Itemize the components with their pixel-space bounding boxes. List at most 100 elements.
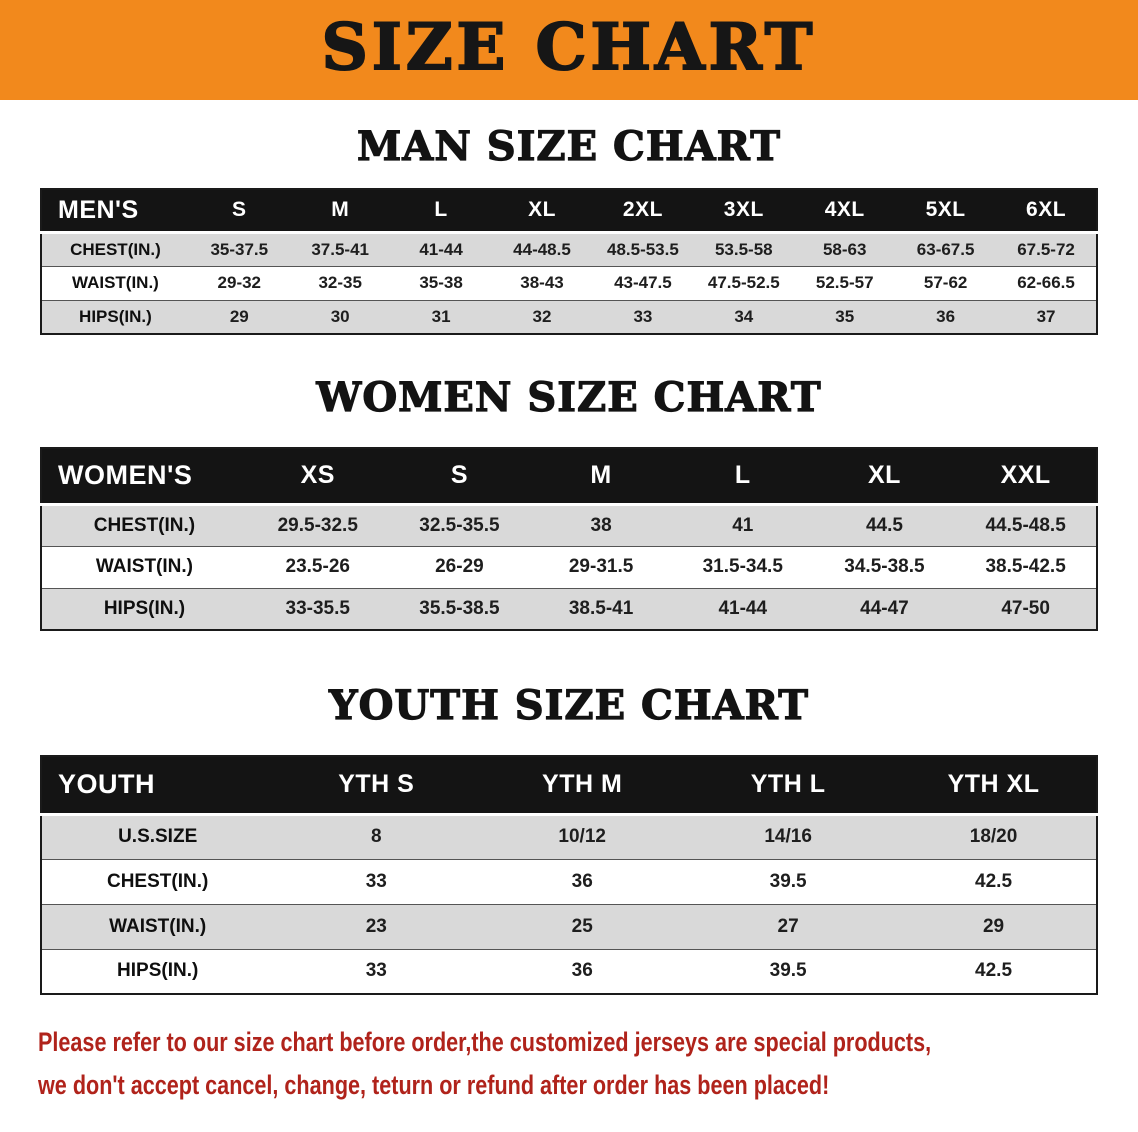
row-label: CHEST(IN.) xyxy=(93,514,196,536)
size-value-cell: 33 xyxy=(633,306,653,326)
size-value-cell: 8 xyxy=(370,826,382,847)
size-value-cell: 29 xyxy=(229,306,249,326)
women-section-heading: WOMEN SIZE CHART xyxy=(316,374,822,421)
table-corner-label: YOUTH xyxy=(41,756,274,814)
men-size-table: MEN'S S M L XL 2XL 3XL 4XL 5XL 6XL CHEST(IN.) 35-37… xyxy=(40,188,1098,335)
size-value-cell: 23.5-26 xyxy=(285,556,350,577)
order-notice: Please refer to our size chart before or… xyxy=(0,1021,1138,1107)
size-value-cell: 32 xyxy=(532,306,552,326)
table-header-row: WOMEN'S XS S M L XL XXL xyxy=(41,448,1097,504)
row-label: HIPS(IN.) xyxy=(117,960,199,982)
size-value-cell: 36 xyxy=(571,960,593,982)
table-row: WAIST(IN.) 23 25 27 29 xyxy=(41,904,1097,949)
size-value-cell: 38-43 xyxy=(520,273,564,292)
size-value-cell: 33 xyxy=(365,870,387,892)
youth-section-heading: YOUTH SIZE CHART xyxy=(328,682,809,729)
title-banner: SIZE CHART xyxy=(0,0,1138,100)
men-section-heading: MAN SIZE CHART xyxy=(356,123,781,170)
size-value-cell: 29-32 xyxy=(217,273,262,292)
size-value-cell: 41 xyxy=(732,514,754,536)
size-value-cell: 35-37.5 xyxy=(210,239,269,259)
row-label: U.S.SIZE xyxy=(118,826,198,847)
notice-line-1: Please refer to our size chart before or… xyxy=(38,1027,932,1057)
table-header-row: MEN'S S M L XL 2XL 3XL 4XL 5XL 6XL xyxy=(41,189,1097,232)
size-value-cell: 53.5-58 xyxy=(714,239,773,259)
size-value-cell: 33-35.5 xyxy=(285,597,350,619)
size-value-cell: 26-29 xyxy=(435,556,484,577)
size-column-header: YTH XL xyxy=(891,756,1097,814)
size-value-cell: 29.5-32.5 xyxy=(277,514,358,536)
size-value-cell: 44.5-48.5 xyxy=(985,514,1066,536)
size-value-cell: 18/20 xyxy=(969,826,1018,847)
size-value-cell: 31.5-34.5 xyxy=(702,556,783,577)
size-value-cell: 29 xyxy=(982,915,1005,937)
size-value-cell: 37.5-41 xyxy=(311,239,370,259)
size-value-cell: 58-63 xyxy=(822,239,867,259)
size-column-header: XL xyxy=(813,448,956,504)
size-value-cell: 31 xyxy=(431,306,451,326)
table-row: HIPS(IN.) 33 36 39.5 42.5 xyxy=(41,949,1097,994)
size-value-cell: 42.5 xyxy=(975,960,1013,982)
size-column-header: M xyxy=(530,448,672,504)
table-row: HIPS(IN.) 29 30 31 32 33 34 35 36 37 xyxy=(41,300,1097,334)
size-value-cell: 38 xyxy=(590,514,612,536)
youth-size-table: YOUTH YTH S YTH M YTH L YTH XL U.S.SIZE 8 10/12… xyxy=(40,755,1098,995)
notice-line-2: we don't accept cancel, change, teturn o… xyxy=(38,1070,830,1101)
size-column-header: YTH M xyxy=(479,756,686,814)
size-value-cell: 34 xyxy=(734,306,754,326)
size-value-cell: 27 xyxy=(777,915,799,937)
size-column-header: XL xyxy=(491,189,593,232)
row-label: HIPS(IN.) xyxy=(79,306,152,326)
size-value-cell: 35.5-38.5 xyxy=(419,597,500,619)
size-value-cell: 39.5 xyxy=(769,960,807,982)
size-value-cell: 48.5-53.5 xyxy=(606,239,679,259)
size-column-header: 2XL xyxy=(592,189,694,232)
size-column-header: S xyxy=(188,189,290,232)
size-value-cell: 43-47.5 xyxy=(614,273,672,292)
table-row: U.S.SIZE 8 10/12 14/16 18/20 xyxy=(41,814,1097,859)
size-value-cell: 39.5 xyxy=(769,870,807,892)
size-column-header: L xyxy=(671,448,814,504)
size-value-cell: 41-44 xyxy=(718,597,768,619)
size-value-cell: 34.5-38.5 xyxy=(844,556,925,577)
size-value-cell: 29-31.5 xyxy=(568,556,634,577)
size-value-cell: 42.5 xyxy=(975,870,1013,892)
size-value-cell: 35 xyxy=(835,306,855,326)
size-value-cell: 38.5-41 xyxy=(568,597,634,619)
size-value-cell: 47.5-52.5 xyxy=(707,273,780,292)
size-value-cell: 38.5-42.5 xyxy=(985,556,1066,577)
size-value-cell: 57-62 xyxy=(923,273,968,292)
size-value-cell: 44.5 xyxy=(865,514,903,536)
size-value-cell: 32.5-35.5 xyxy=(419,514,500,536)
size-value-cell: 33 xyxy=(365,960,387,982)
size-column-header: 6XL xyxy=(996,189,1097,232)
size-value-cell: 37 xyxy=(1036,306,1056,326)
size-value-cell: 62-66.5 xyxy=(1017,273,1075,292)
size-value-cell: 23 xyxy=(365,915,387,937)
size-column-header: M xyxy=(289,189,391,232)
size-column-header: YTH L xyxy=(685,756,892,814)
size-value-cell: 47-50 xyxy=(1001,597,1050,619)
table-row: CHEST(IN.) 35-37.5 37.5-41 41-44 44-48.5 48.5… xyxy=(41,232,1097,266)
size-value-cell: 10/12 xyxy=(558,826,606,847)
table-header-row: YOUTH YTH S YTH M YTH L YTH XL xyxy=(41,756,1097,814)
size-column-header: 5XL xyxy=(895,189,997,232)
size-value-cell: 14/16 xyxy=(764,826,812,847)
size-value-cell: 25 xyxy=(571,915,593,937)
table-corner-label: MEN'S xyxy=(41,189,189,232)
size-column-header: 3XL xyxy=(693,189,795,232)
size-value-cell: 63-67.5 xyxy=(916,239,975,259)
women-size-section: WOMEN SIZE CHART WOMEN'S XS S M L XL XXL CHEST(I… xyxy=(0,374,1138,631)
row-label: CHEST(IN.) xyxy=(106,870,209,892)
row-label: HIPS(IN.) xyxy=(103,597,186,619)
size-column-header: 4XL xyxy=(794,189,896,232)
size-chart-sections: MAN SIZE CHART MEN'S S M L XL 2XL 3XL 4XL 5XL 6XL C… xyxy=(0,123,1138,995)
youth-size-section: YOUTH SIZE CHART YOUTH YTH S YTH M YTH L YTH … xyxy=(0,682,1138,995)
table-corner-label: WOMEN'S xyxy=(41,448,247,504)
size-value-cell: 35-38 xyxy=(419,273,463,292)
row-label: CHEST(IN.) xyxy=(70,239,161,259)
size-value-cell: 36 xyxy=(936,306,956,326)
table-row: CHEST(IN.) 33 36 39.5 42.5 xyxy=(41,859,1097,904)
size-value-cell: 36 xyxy=(571,870,593,892)
